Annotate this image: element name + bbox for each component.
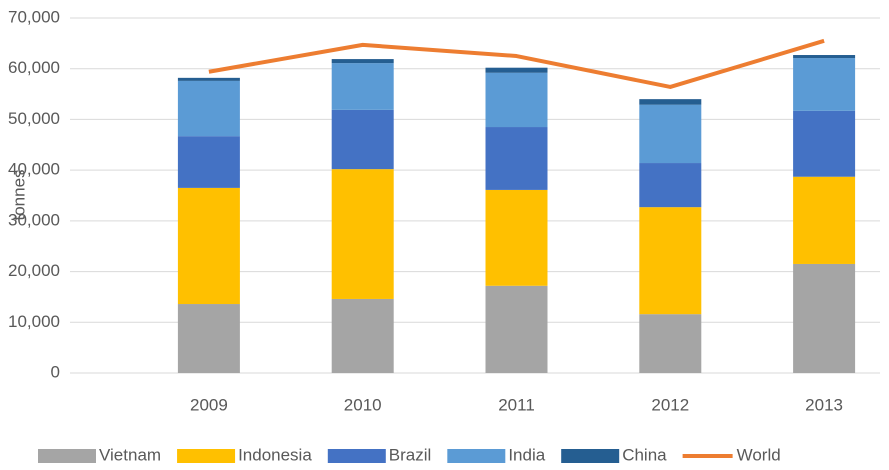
legend-swatch	[38, 449, 96, 463]
legend-label: Vietnam	[99, 445, 161, 464]
y-tick-label: 0	[51, 362, 60, 381]
bar-segment	[177, 304, 240, 373]
y-tick-label: 60,000	[8, 58, 60, 77]
y-tick-label: 40,000	[8, 160, 60, 179]
y-axis-label: tonnes	[9, 169, 28, 220]
bar-segment	[793, 110, 856, 177]
bar-segment	[485, 72, 548, 128]
legend-swatch	[327, 449, 386, 463]
y-tick-label: 30,000	[8, 210, 60, 229]
bar-segment	[177, 187, 240, 305]
x-tick-label: 2011	[498, 395, 535, 414]
bar-segment	[485, 67, 548, 73]
legend-label: India	[508, 445, 545, 464]
bar-segment	[793, 263, 856, 373]
y-tick-label: 10,000	[8, 312, 60, 331]
bar-segment	[639, 104, 702, 164]
line	[208, 38, 825, 89]
legend-label: China	[622, 445, 667, 464]
bar-segment	[177, 136, 240, 188]
bar-segment	[793, 55, 856, 59]
x-tick-label: 2013	[805, 395, 843, 414]
bar-segment	[177, 77, 240, 81]
bar-segment	[331, 63, 394, 110]
bar-segment	[485, 189, 548, 286]
y-tick-label: 70,000	[8, 7, 60, 26]
bar-segment	[331, 298, 394, 373]
bar-segment	[485, 285, 548, 373]
legend-swatch	[447, 449, 506, 463]
legend-label: Indonesia	[238, 445, 312, 464]
bar-segment	[331, 109, 394, 170]
y-tick-label: 20,000	[8, 261, 60, 280]
bar-segment	[793, 58, 856, 111]
legend-label: Brazil	[389, 445, 432, 464]
bar-segment	[177, 80, 240, 137]
bar-segment	[331, 169, 394, 299]
bar-segment	[331, 59, 394, 64]
bar-segment	[639, 163, 702, 208]
bar-segment	[793, 176, 856, 264]
legend-swatch	[561, 449, 620, 463]
bar-segment	[639, 99, 702, 105]
bar-segment	[639, 314, 702, 373]
x-tick-label: 2009	[190, 395, 228, 414]
bar-segment	[485, 127, 548, 190]
bar-segment	[639, 207, 702, 315]
x-tick-label: 2010	[344, 395, 382, 414]
legend-swatch	[177, 449, 236, 463]
legend-label: World	[737, 445, 781, 464]
x-tick-label: 2012	[651, 395, 689, 414]
y-tick-label: 50,000	[8, 109, 60, 128]
